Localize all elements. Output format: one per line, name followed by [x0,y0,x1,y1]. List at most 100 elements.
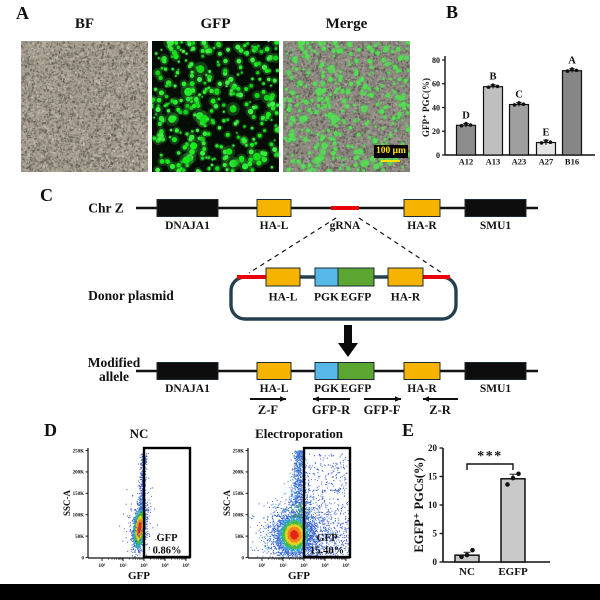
y-tick-label: 200K [233,471,245,476]
microscopy-title-gfp: GFP [200,16,231,32]
y-tick-label: 15 [428,472,438,482]
y-tick-label: 0 [436,151,440,160]
allele-gene-label: HA-L [260,383,289,395]
primer-arrow-head [395,396,401,402]
x-tick-label: A23 [512,157,527,167]
panel-e-letter: E [402,420,415,440]
data-point [548,140,553,145]
x-tick-label: EGFP [498,566,528,578]
integration-arrow [338,325,358,357]
data-point [459,554,464,560]
allele-gene-label: HA-R [407,383,437,395]
gate-value: 0.86% [153,546,182,557]
sig-letter: C [515,90,523,101]
bar-B16 [561,70,583,156]
sig-letter: D [462,110,470,121]
flow-scatter-canvas [248,448,350,558]
data-point [495,84,500,89]
gate-value: 15.40% [310,546,344,557]
data-point [539,141,544,145]
chrz-box-smu1 [464,199,527,217]
x-tick-label: 10⁴ [161,563,169,569]
data-point [459,123,464,128]
x-tick-label: 10¹ [258,563,266,569]
x-tick-label: 10³ [300,563,308,569]
data-point [521,102,526,107]
x-tick-label: A13 [486,157,501,167]
flow-xlabel: GFP [128,570,150,582]
x-tick-label: A12 [459,157,474,167]
flow-xlabel: GFP [288,570,310,582]
y-tick-label: 0 [82,556,85,561]
flow-ylabel: SSC-A [62,490,72,517]
microscopy-title-merge: Merge [325,16,368,32]
allele-box-pgk [314,362,339,380]
chrz-gene-label: SMU1 [480,220,512,232]
plasmid-element-label: HA-L [269,292,298,304]
data-point [517,101,521,105]
gate-rect [302,446,352,559]
data-point [464,552,470,558]
x-tick-label: 10¹ [98,563,106,569]
microscopy-image-bf [21,41,148,172]
donor-plasmid-label: Donor plasmid [88,288,174,303]
x-tick-label: 10⁵ [182,563,190,569]
primer-label: GFP-R [312,403,351,417]
allele-gene-label: EGFP [341,383,372,395]
allele-box-dnaja1 [156,362,219,380]
flow-ylabel: SSC-A [222,490,232,517]
primer-arrow-head [280,396,286,402]
allele-gene-label: PGK [314,383,339,395]
chrz-box-ha-l [256,199,292,217]
flow-axes: 0 50K 100K 150K 200K 250K 10¹ 10² 10³ 10⁴ 10⁵ SSC-A… [222,446,352,582]
sig-letter: B [489,72,496,83]
bar-A23 [508,103,530,156]
data-point [470,547,475,553]
flow-scatter-canvas [88,448,190,558]
data-point [510,475,516,481]
y-tick-label: 100K [73,514,85,519]
plasmid-element-label: PGK [314,292,339,304]
y-axis-label: GFP⁺ PGC(%) [421,78,431,137]
flow-plot-electroporation: Electroporation 0 50K 100K 150K 200K 250K 10¹ 10… [220,426,370,584]
allele-gene-label: DNAJA1 [165,383,210,395]
data-point [544,139,548,143]
y-tick-label: 60 [432,80,440,89]
y-tick-label: 100K [233,514,245,519]
y-tick-label: 40 [432,103,440,112]
data-point [570,67,574,71]
allele-gene-label: SMU1 [480,383,512,395]
sig-letter: E [542,128,549,139]
plasmid-box-ha-l [265,267,301,287]
bar-A13 [482,86,504,156]
y-tick-label: 150K [233,492,245,497]
data-point [468,123,473,127]
gate-label: GFP [157,533,179,544]
gate-rect [142,446,192,559]
primer-label: Z-R [429,403,452,417]
sig-letter: A [568,56,576,67]
y-axis-label: EGFP⁺ PGCs(%) [412,457,426,552]
dashed-line-left [248,217,337,274]
y-tick-label: 80 [432,56,440,65]
allele-box-egfp [337,362,375,380]
y-tick-label: 20 [432,127,440,136]
modified-allele-label-1: Modified [88,355,141,370]
y-tick-label: 10 [428,500,438,510]
data-point [505,482,510,487]
scale-bar-line [381,159,401,162]
y-tick-label: 150K [73,492,85,497]
scale-bar: 100 μm [374,145,408,162]
plasmid-element-label: HA-R [391,292,421,304]
y-tick-label: 50K [235,535,244,540]
plasmid-box-pgk [314,267,339,287]
allele-box-ha-l [256,362,292,380]
data-point [486,85,491,89]
flow-title: NC [129,426,149,441]
primer-label: Z-F [258,403,279,417]
bar-EGFP [500,478,526,563]
chrz-gene-label: DNAJA1 [165,220,210,232]
x-tick-label: 10⁵ [342,563,350,569]
